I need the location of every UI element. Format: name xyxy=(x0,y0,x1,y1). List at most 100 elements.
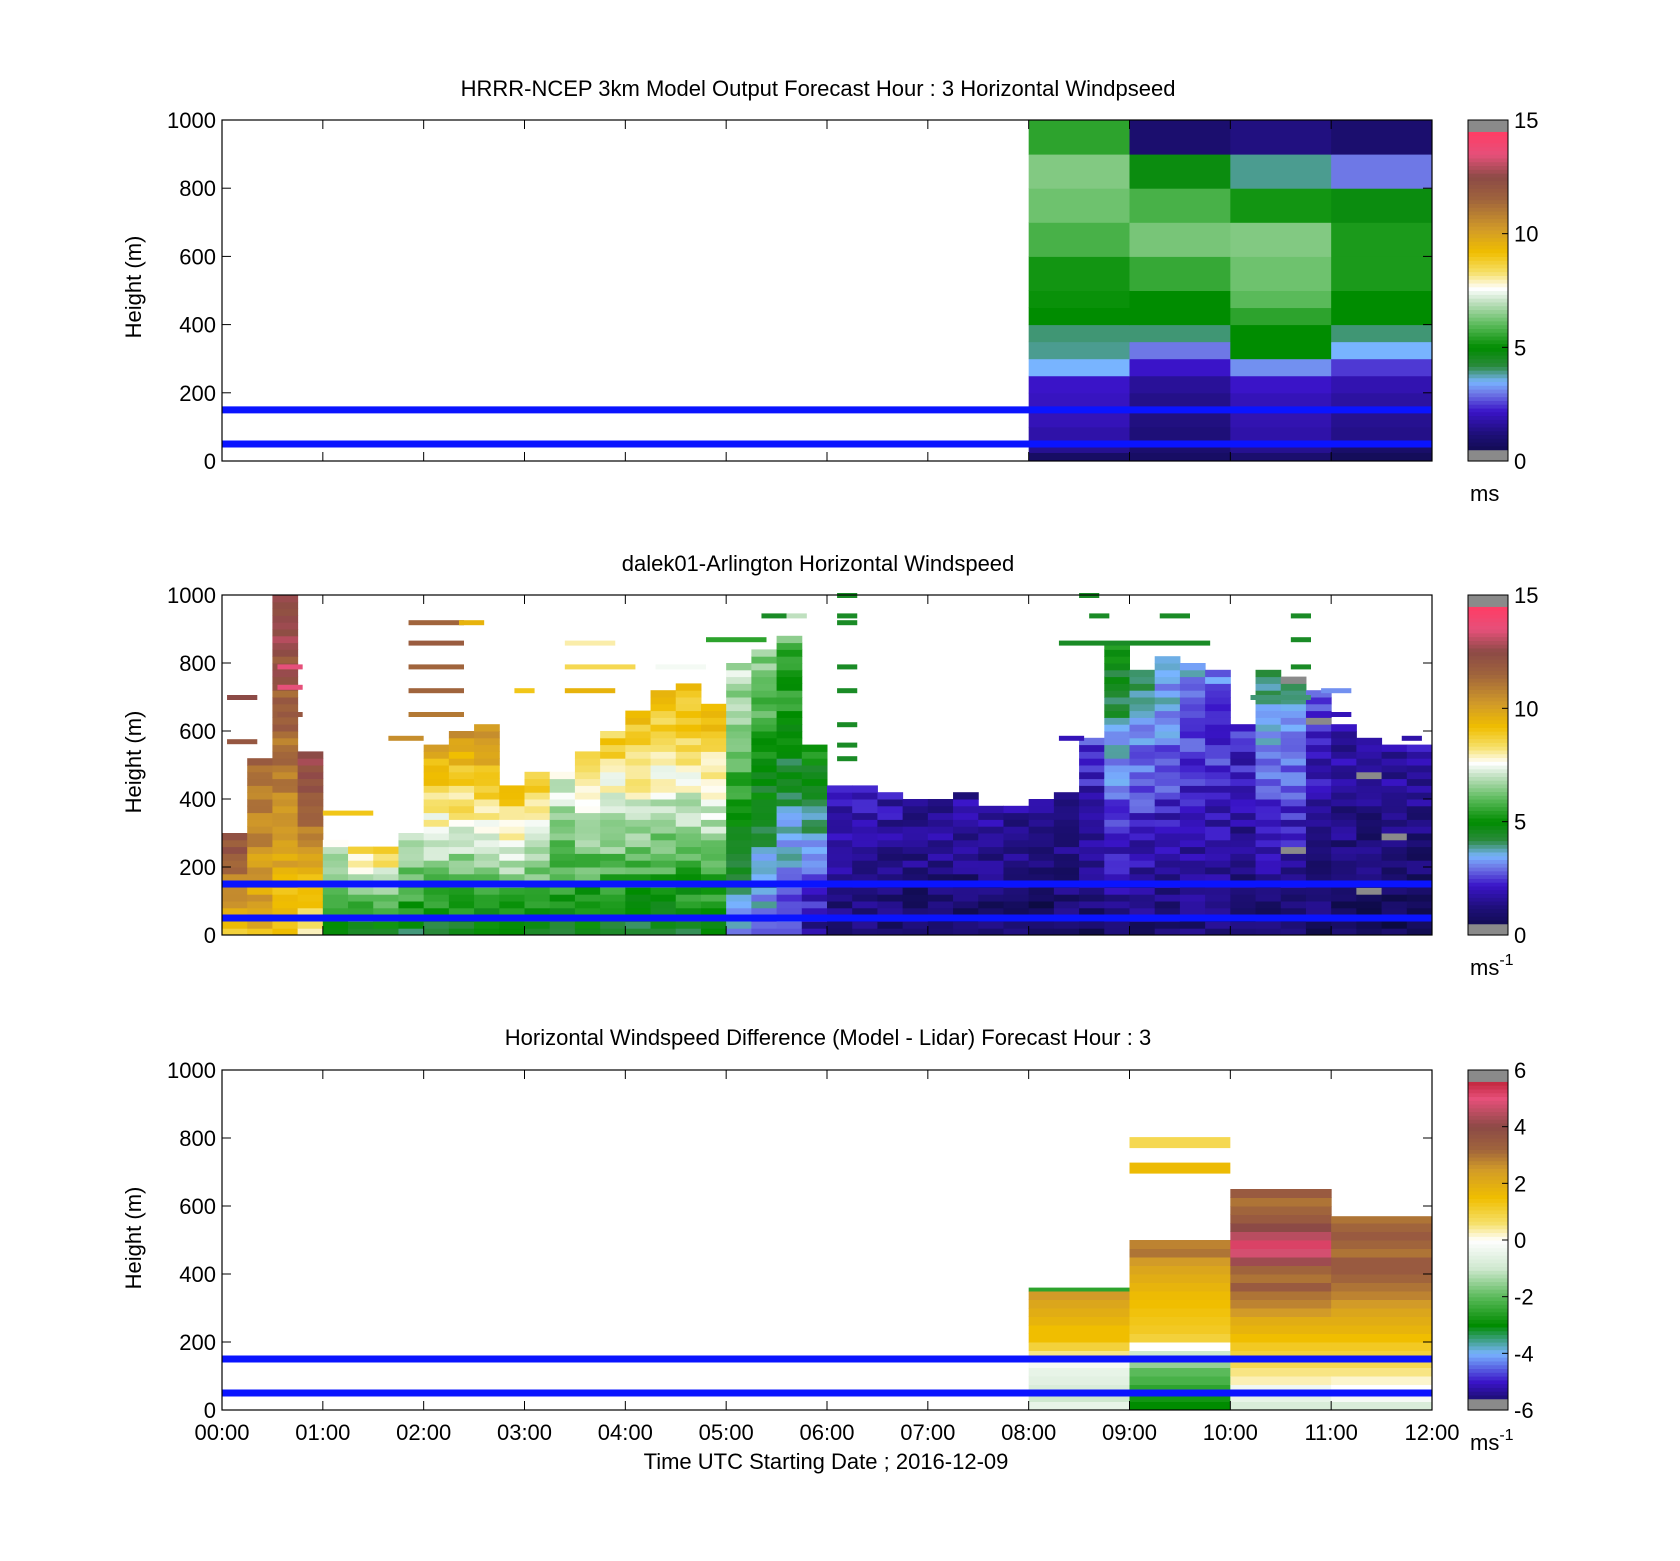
heatmap-cell xyxy=(1406,867,1433,875)
heatmap-cell xyxy=(1406,785,1433,793)
heatmap-cell xyxy=(1381,887,1408,895)
heatmap-cell xyxy=(1154,683,1181,691)
colorbar-segment xyxy=(1468,127,1508,132)
colorbar-unit: ms-1 xyxy=(1470,1427,1514,1455)
heatmap-cell xyxy=(1280,907,1307,916)
heatmap-streak xyxy=(458,620,485,626)
heatmap-cell xyxy=(272,873,299,882)
heatmap-cell xyxy=(574,812,601,820)
colorbar-segment xyxy=(1468,1115,1508,1120)
heatmap-cell xyxy=(827,907,853,916)
heatmap-cell xyxy=(348,867,374,875)
heatmap-cell xyxy=(1255,894,1282,902)
x-tick-label: 09:00 xyxy=(1102,1420,1157,1445)
heatmap-cell xyxy=(1129,1282,1231,1292)
heatmap-cell xyxy=(1129,443,1231,453)
heatmap-cell xyxy=(751,717,778,725)
heatmap-cell xyxy=(1356,839,1383,848)
colorbar-segment xyxy=(1468,768,1508,774)
heatmap-cell xyxy=(801,860,828,868)
colorbar-segment xyxy=(1468,1213,1508,1218)
heatmap-cell xyxy=(600,860,626,868)
heatmap-cell xyxy=(1129,341,1231,360)
colorbar-segment xyxy=(1468,226,1508,231)
heatmap-cell xyxy=(499,805,525,814)
heatmap-cell xyxy=(272,615,299,623)
heatmap-cell xyxy=(1356,901,1383,909)
heatmap-cell xyxy=(1129,717,1156,725)
colorbar-segment xyxy=(1468,279,1508,284)
heatmap-cell xyxy=(1331,1384,1433,1394)
colorbar-tick-label: 10 xyxy=(1514,696,1538,721)
heatmap-cell xyxy=(700,792,727,800)
heatmap-cell xyxy=(1331,819,1357,827)
heatmap-cell xyxy=(1381,799,1408,807)
heatmap-cell xyxy=(1230,452,1332,462)
heatmap-cell xyxy=(423,839,450,848)
heatmap-cell xyxy=(801,812,828,820)
heatmap-cell xyxy=(1230,358,1332,377)
heatmap-cell xyxy=(1331,853,1357,861)
colorbar-segment xyxy=(1468,218,1508,223)
colorbar-segment xyxy=(1468,681,1508,687)
heatmap-cell xyxy=(902,819,929,827)
y-tick-label: 600 xyxy=(179,719,216,744)
heatmap-cell xyxy=(1356,907,1383,916)
colorbar-frame xyxy=(1467,119,1509,462)
heatmap-cell xyxy=(927,839,954,848)
heatmap-cell xyxy=(297,853,324,861)
heatmap-cell xyxy=(852,860,878,868)
difference-cells xyxy=(1028,1189,1433,1411)
colorbar-segment xyxy=(1468,697,1508,702)
heatmap-cell xyxy=(600,792,626,800)
heatmap-cell xyxy=(776,697,803,705)
heatmap-cell xyxy=(1028,819,1055,827)
heatmap-cell xyxy=(675,785,702,793)
heatmap-cell xyxy=(625,758,652,766)
heatmap-cell xyxy=(398,860,425,868)
colorbar-segment xyxy=(1468,233,1508,239)
colorbar-segment xyxy=(1468,746,1508,751)
heatmap-cell xyxy=(1230,188,1332,223)
heatmap-cell xyxy=(625,839,652,848)
heatmap-cell xyxy=(700,860,727,868)
heatmap-cell xyxy=(574,921,601,929)
heatmap-streak xyxy=(1401,735,1422,741)
heatmap-cell xyxy=(524,894,551,902)
colorbar-segment xyxy=(1468,131,1508,136)
heatmap-cell xyxy=(1230,907,1257,916)
heatmap-cell xyxy=(1028,853,1055,861)
colorbar-segment xyxy=(1468,396,1508,401)
heatmap-streak xyxy=(761,613,787,619)
heatmap-cell xyxy=(827,853,853,861)
heatmap-cell xyxy=(1331,799,1357,807)
heatmap-cell xyxy=(1129,731,1156,739)
heatmap-cell xyxy=(247,894,273,902)
heatmap-cell xyxy=(1053,846,1080,854)
heatmap-cell xyxy=(398,907,425,916)
heatmap-cell xyxy=(751,785,778,793)
heatmap-cell xyxy=(1205,894,1231,902)
heatmap-cell xyxy=(1104,873,1130,882)
heatmap-cell xyxy=(827,921,853,929)
heatmap-cell xyxy=(978,846,1004,854)
heatmap-cell xyxy=(1331,928,1357,936)
heatmap-cell xyxy=(1179,771,1206,780)
heatmap-cell xyxy=(625,799,652,807)
heatmap-cell xyxy=(877,887,904,895)
heatmap-cell xyxy=(852,812,878,820)
heatmap-cell xyxy=(1205,887,1231,895)
heatmap-cell xyxy=(1230,860,1257,868)
heatmap-cell xyxy=(1179,778,1206,786)
heatmap-cell xyxy=(978,839,1004,848)
colorbar-tick-label: 10 xyxy=(1514,222,1538,247)
heatmap-cell xyxy=(1406,873,1433,882)
heatmap-streak xyxy=(837,620,858,626)
heatmap-cell xyxy=(625,792,652,800)
heatmap-cell xyxy=(499,853,525,861)
heatmap-cell xyxy=(1230,853,1257,861)
heatmap-cell xyxy=(1331,1342,1433,1351)
heatmap-cell xyxy=(1104,853,1130,861)
colorbar-segment xyxy=(1468,1243,1508,1249)
heatmap-cell xyxy=(1079,778,1105,786)
